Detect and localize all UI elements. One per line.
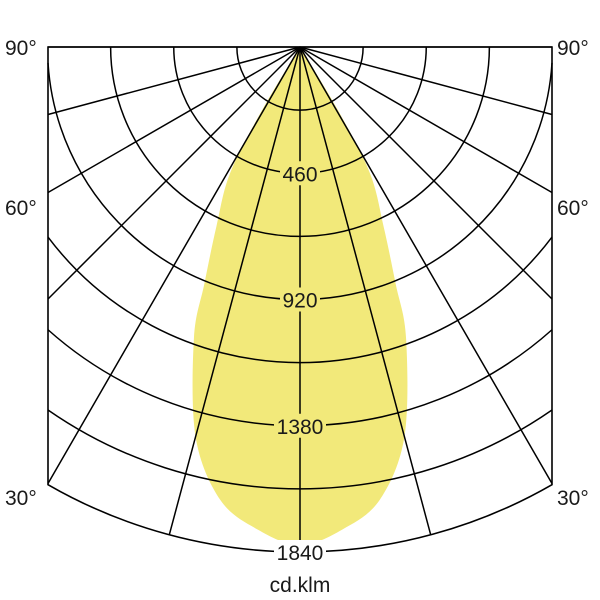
angle-label-90-right: 90° [557, 37, 589, 60]
radial-line-15 [299, 46, 432, 535]
radial-line--30 [47, 46, 301, 484]
radial-line--75 [47, 46, 301, 116]
radial-line-60 [299, 46, 553, 194]
radial-line-75 [299, 46, 553, 116]
tick-label-bg [274, 413, 326, 438]
angle-label-30-right: 30° [557, 487, 589, 510]
radial-line-45 [299, 46, 553, 300]
radial-tick-labels: 460 920 1380 1840 [274, 161, 326, 565]
radial-tick-label-460: 460 [282, 163, 317, 186]
unit-label: cd.klm [270, 574, 331, 597]
angle-label-30-left: 30° [5, 487, 37, 510]
angle-label-60-right: 60° [557, 197, 589, 220]
radial-line-30 [299, 46, 553, 484]
radial-line--45 [47, 46, 301, 300]
tick-label-bg [274, 540, 326, 564]
angle-label-60-left: 60° [5, 197, 37, 220]
radial-tick-label-920: 920 [282, 290, 317, 313]
radial-line--15 [168, 46, 301, 535]
tick-label-bg [280, 161, 320, 186]
radial-line--60 [47, 46, 301, 194]
angle-label-90-left: 90° [5, 37, 37, 60]
tick-label-bg [280, 287, 320, 312]
radial-tick-label-1840: 1840 [277, 542, 324, 565]
radial-tick-label-1380: 1380 [277, 416, 324, 439]
